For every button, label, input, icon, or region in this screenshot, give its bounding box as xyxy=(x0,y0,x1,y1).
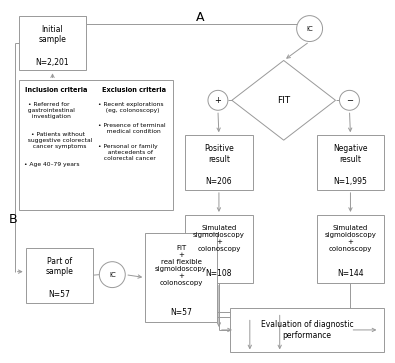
Circle shape xyxy=(339,90,359,110)
Bar xyxy=(185,135,253,190)
Text: Simulated
sigmoidoscopy
+
colonoscopy: Simulated sigmoidoscopy + colonoscopy xyxy=(193,225,245,252)
Text: Evaluation of diagnostic
performance: Evaluation of diagnostic performance xyxy=(261,320,354,340)
Text: FIT: FIT xyxy=(277,96,290,105)
Circle shape xyxy=(208,90,228,110)
Text: N=206: N=206 xyxy=(206,178,232,187)
Text: Exclusion criteria: Exclusion criteria xyxy=(102,87,166,93)
Text: Initial
sample: Initial sample xyxy=(39,25,66,44)
Text: • Referred for
  gastrointestinal
  investigation: • Referred for gastrointestinal investig… xyxy=(24,102,75,119)
Text: B: B xyxy=(9,213,17,227)
Text: N=57: N=57 xyxy=(170,308,192,317)
Text: −: − xyxy=(346,96,353,105)
Bar xyxy=(316,215,384,283)
Circle shape xyxy=(100,262,125,287)
Text: • Personal or family
  antecedents of
  colorectal cancer: • Personal or family antecedents of colo… xyxy=(98,144,158,161)
Text: N=144: N=144 xyxy=(337,269,364,278)
Bar xyxy=(230,307,384,352)
Bar xyxy=(316,135,384,190)
Text: N=2,201: N=2,201 xyxy=(36,58,70,67)
Text: N=57: N=57 xyxy=(49,290,70,299)
Text: +: + xyxy=(214,96,221,105)
Text: Negative
result: Negative result xyxy=(333,144,368,164)
Bar xyxy=(19,80,173,210)
Text: Inclusion criteria: Inclusion criteria xyxy=(25,87,88,93)
Text: FIT
+
real flexible
sigmoidoscopy
+
colonoscopy: FIT + real flexible sigmoidoscopy + colo… xyxy=(155,245,207,286)
Circle shape xyxy=(297,16,323,41)
Text: Part of
sample: Part of sample xyxy=(45,257,73,276)
Text: • Age 40–79 years: • Age 40–79 years xyxy=(24,162,79,167)
Bar xyxy=(26,248,93,302)
Text: • Presence of terminal
  medical condition: • Presence of terminal medical condition xyxy=(98,123,166,134)
Text: N=108: N=108 xyxy=(206,269,232,278)
Text: • Patients without
  suggestive colorectal
  cancer symptoms: • Patients without suggestive colorectal… xyxy=(24,132,92,149)
Text: Simulated
sigmoidoscopy
+
colonoscopy: Simulated sigmoidoscopy + colonoscopy xyxy=(325,225,376,252)
Text: A: A xyxy=(196,11,204,24)
Text: IC: IC xyxy=(306,25,313,32)
Bar xyxy=(19,16,87,70)
Text: Positive
result: Positive result xyxy=(204,144,234,164)
Bar xyxy=(185,215,253,283)
Text: IC: IC xyxy=(109,272,116,278)
Text: N=1,995: N=1,995 xyxy=(333,178,367,187)
Polygon shape xyxy=(232,61,335,140)
Bar xyxy=(145,233,217,322)
Text: • Recent explorations
  (eg, colonoscopy): • Recent explorations (eg, colonoscopy) xyxy=(98,102,164,113)
